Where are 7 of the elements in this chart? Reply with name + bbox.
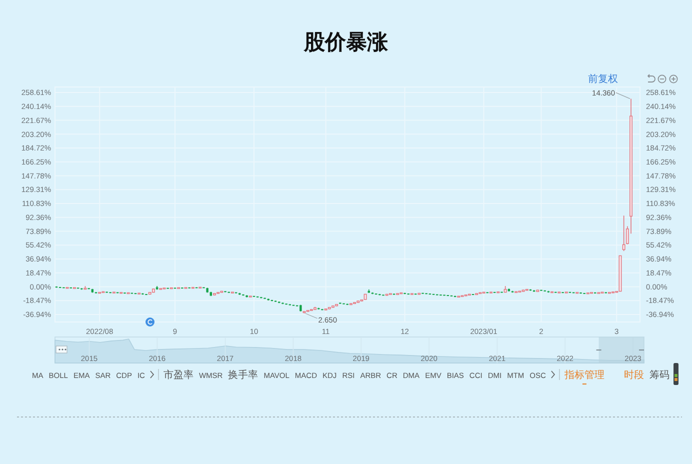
text: 换手率 [228,369,258,381]
text: 指标管理 [563,369,604,381]
text: 市盈率 [163,369,194,381]
text: 时段 [624,369,644,381]
text: 前复权 [588,73,618,85]
chart-title: 股价暴涨 [303,31,389,54]
text: 筹码 [650,369,670,381]
